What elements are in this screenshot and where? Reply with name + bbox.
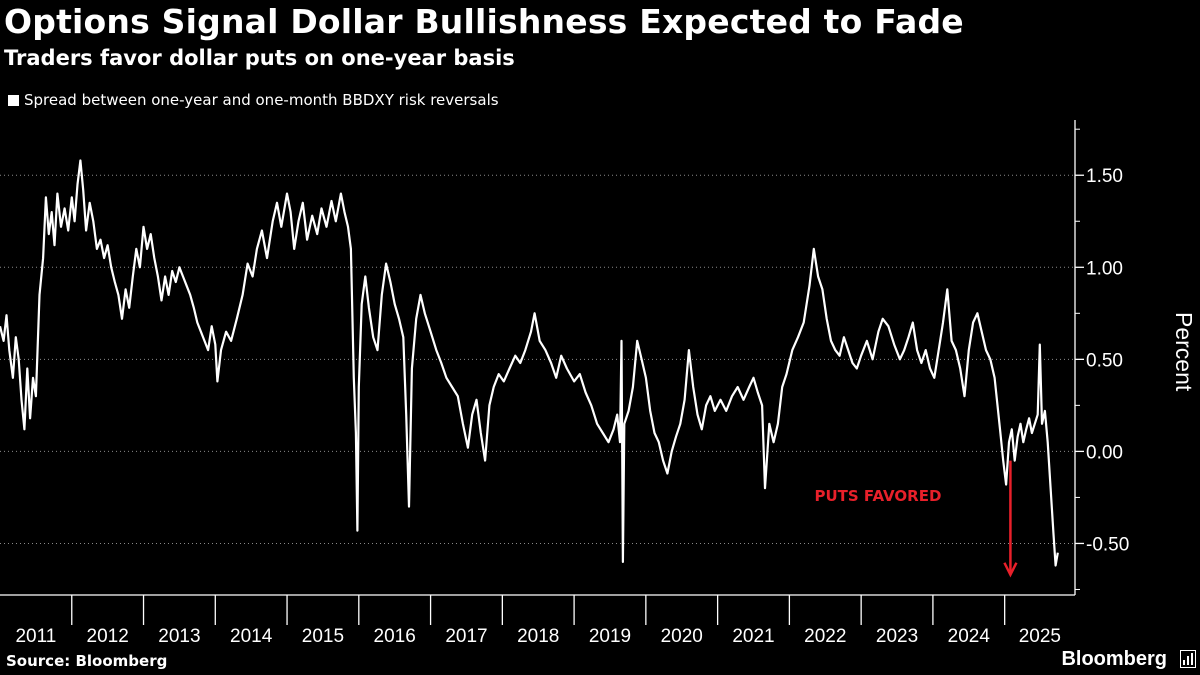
x-tick-label: 2025 (1019, 626, 1061, 647)
chart-title: Options Signal Dollar Bullishness Expect… (4, 2, 964, 41)
y-axis-label: Percent (1171, 312, 1197, 392)
x-tick-label: 2020 (661, 626, 703, 647)
x-tick-label: 2011 (15, 626, 56, 647)
y-tick-label: 1.00 (1086, 258, 1123, 279)
y-tick-label: 0.00 (1086, 442, 1123, 463)
x-tick-label: 2021 (732, 626, 774, 647)
x-tick-label: 2013 (158, 626, 200, 647)
annotation-puts-favored: PUTS FAVORED (815, 487, 942, 505)
annotation-arrow-head (1003, 562, 1018, 578)
series-line-risk-reversal-spread (0, 159, 1059, 567)
x-tick-label: 2024 (948, 626, 991, 647)
legend: Spread between one-year and one-month BB… (8, 91, 499, 109)
chart-subtitle: Traders favor dollar puts on one-year ba… (4, 46, 515, 70)
x-tick-label: 2012 (87, 626, 129, 647)
x-tick-label: 2017 (445, 626, 487, 647)
legend-label: Spread between one-year and one-month BB… (24, 91, 499, 109)
x-tick-label: 2022 (804, 626, 846, 647)
x-tick-label: 2016 (374, 626, 416, 647)
x-tick-label: 2023 (876, 626, 918, 647)
y-tick-label: 1.50 (1086, 166, 1123, 187)
x-tick-label: 2015 (302, 626, 344, 647)
y-tick-label: -0.50 (1086, 534, 1129, 555)
bloomberg-chart-icon (1180, 650, 1196, 668)
legend-swatch (8, 94, 19, 106)
x-tick-label: 2018 (517, 626, 559, 647)
y-tick-label: 0.50 (1086, 350, 1123, 371)
x-tick-label: 2019 (589, 626, 631, 647)
x-tick-label: 2014 (230, 626, 273, 647)
source-note: Source: Bloomberg (6, 652, 168, 670)
brand-wordmark: Bloomberg (1061, 648, 1167, 670)
